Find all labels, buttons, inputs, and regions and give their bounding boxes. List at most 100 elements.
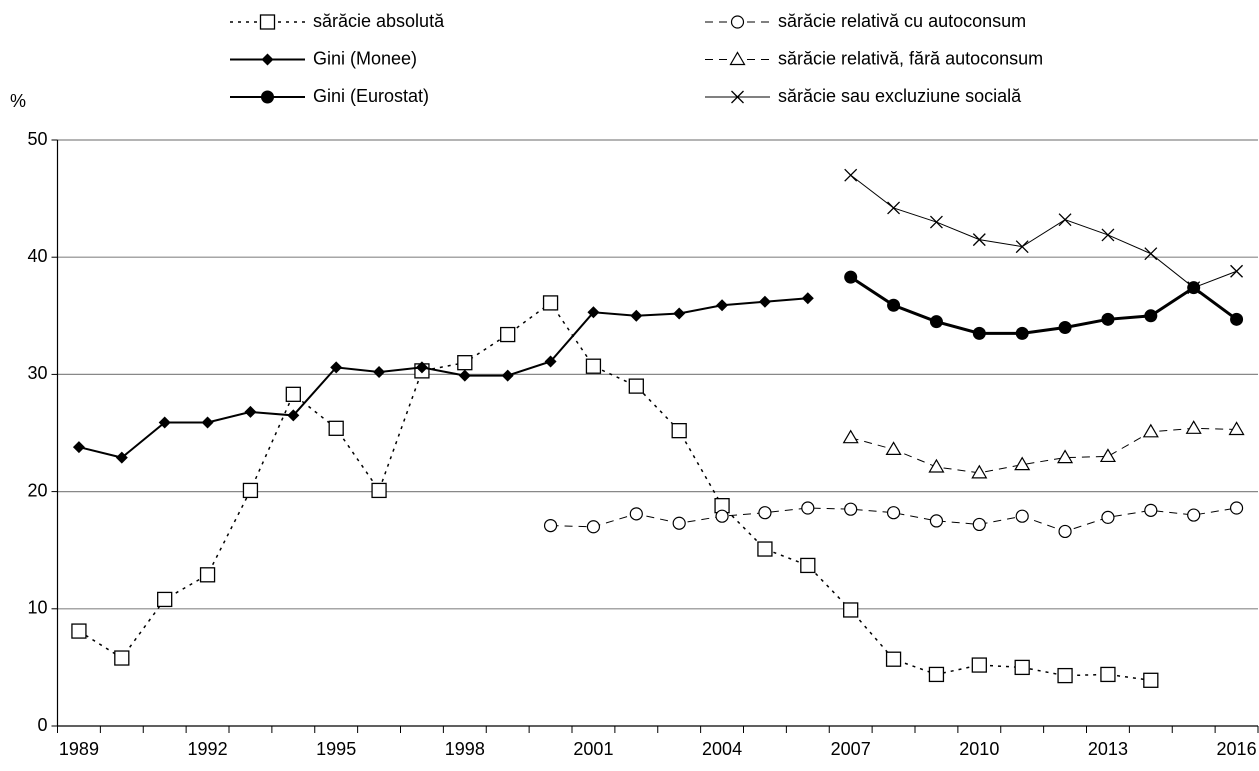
data-point [715, 509, 729, 523]
data-point [1058, 321, 1072, 335]
y-tick-label: 20 [27, 480, 47, 500]
data-point [672, 516, 686, 530]
data-point [1101, 228, 1115, 242]
y-tick-label: 50 [27, 129, 47, 149]
data-point [1014, 456, 1031, 471]
data-point [971, 464, 988, 479]
data-point [201, 416, 214, 429]
data-point [500, 326, 516, 343]
legend-label: sărăcie absolută [313, 11, 445, 31]
x-tick-label: 2010 [959, 739, 999, 759]
data-point [885, 651, 902, 667]
x-tick-label: 2004 [702, 739, 742, 759]
data-point [1015, 240, 1029, 254]
legend-label: sărăcie relativă, fără autoconsum [778, 48, 1043, 68]
data-point [1228, 421, 1245, 436]
data-point [72, 441, 85, 454]
data-point [800, 557, 816, 574]
data-point [673, 307, 686, 320]
data-point [543, 518, 558, 533]
data-point [199, 567, 216, 583]
data-point [928, 458, 945, 473]
data-point [844, 168, 858, 182]
data-point [671, 423, 687, 439]
data-point [287, 409, 300, 422]
data-point [758, 506, 772, 520]
data-point [887, 201, 901, 215]
data-point [1057, 667, 1073, 684]
data-point [158, 416, 171, 429]
legend-label: Gini (Eurostat) [313, 86, 429, 106]
y-tick-label: 10 [27, 598, 47, 618]
legend-label: Gini (Monee) [313, 48, 417, 68]
legend-marker [730, 15, 745, 29]
data-point [1144, 309, 1158, 323]
data-point [1100, 666, 1116, 683]
legend-marker [261, 53, 274, 66]
data-point [758, 295, 771, 308]
legend-marker [731, 90, 744, 104]
legend-label: sărăcie relativă cu autoconsum [778, 11, 1026, 31]
data-point [842, 429, 859, 444]
data-point [972, 326, 986, 340]
series-line [550, 507, 1237, 532]
data-point [544, 355, 557, 368]
y-tick-label: 0 [37, 715, 47, 735]
data-point [1057, 449, 1074, 464]
data-point [1187, 508, 1201, 522]
legend-marker [259, 14, 276, 30]
data-point [371, 482, 387, 499]
data-point [586, 520, 601, 534]
data-point [971, 657, 987, 673]
x-tick-label: 1998 [445, 739, 485, 759]
data-point [585, 358, 602, 374]
x-tick-label: 2007 [831, 739, 871, 759]
data-point [757, 541, 773, 557]
data-point [501, 369, 514, 382]
data-point [285, 386, 301, 402]
legend-marker [261, 90, 274, 104]
data-point [716, 299, 729, 312]
y-tick-label: 30 [27, 363, 47, 383]
legend-marker [729, 51, 746, 66]
data-point [929, 315, 943, 329]
data-point [157, 591, 173, 608]
data-point [1229, 501, 1244, 515]
data-point [1185, 420, 1202, 434]
data-point [843, 602, 859, 618]
legend-label: sărăcie sau excluziune socială [778, 86, 1022, 106]
data-point [929, 514, 944, 528]
x-tick-label: 2016 [1217, 739, 1257, 759]
data-point [885, 441, 902, 456]
data-point [1143, 672, 1159, 688]
data-point [1099, 448, 1116, 463]
data-point [1101, 510, 1115, 524]
data-point [801, 292, 814, 305]
data-point [330, 361, 343, 374]
data-point [1058, 213, 1072, 227]
x-tick-label: 1995 [316, 739, 356, 759]
data-point [415, 361, 428, 374]
data-point [328, 420, 344, 436]
x-tick-label: 2013 [1088, 739, 1128, 759]
data-point [929, 215, 943, 229]
data-point [844, 270, 858, 284]
data-point [114, 650, 130, 666]
data-point [1015, 326, 1029, 340]
series-line [850, 174, 1237, 289]
data-point [587, 306, 600, 319]
y-axis-label: % [10, 91, 26, 111]
data-point [71, 623, 87, 639]
data-point [244, 405, 257, 418]
data-point [1144, 503, 1158, 517]
data-point [887, 298, 901, 312]
data-point [1144, 247, 1158, 261]
data-point [972, 517, 986, 532]
data-point [629, 507, 643, 521]
data-point [972, 233, 986, 247]
data-point [457, 355, 473, 371]
x-tick-label: 2001 [573, 739, 613, 759]
data-point [1230, 264, 1244, 278]
data-point [1015, 509, 1029, 523]
